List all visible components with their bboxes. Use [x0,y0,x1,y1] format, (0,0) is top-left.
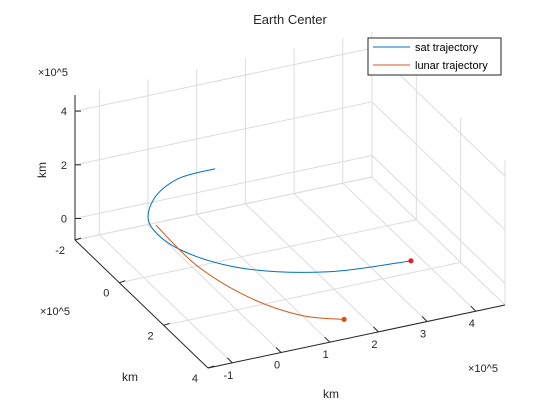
y-axis-line [74,239,209,369]
z-tick-label: 4 [61,106,67,118]
y-exponent-label: ×10^5 [40,306,70,318]
x-tick-mark [373,326,379,333]
y-tick-label: -2 [55,245,65,257]
sat-end-marker [408,258,414,264]
x-axis-label: km [323,387,339,401]
y-tick-mark [74,237,82,241]
legend: sat trajectory lunar trajectory [367,37,502,76]
series-layer [147,168,414,322]
y-tick-label: 2 [148,330,154,342]
y-tick-mark [119,280,126,284]
y-tick-mark [163,322,170,326]
legend-entry-sat: sat trajectory [415,42,478,54]
grid-layer [74,32,506,369]
x-tick-mark [275,347,282,353]
x-tick-label: 3 [420,329,426,341]
x-tick-label: -1 [223,370,233,382]
grid-line [74,155,373,220]
y-axis-label: km [122,370,138,384]
z-tick-label: 2 [61,160,67,172]
x-tick-mark [421,316,428,322]
x-tick-label: 4 [469,318,475,330]
legend-box [367,37,502,76]
y-tick-label: 0 [103,288,109,300]
x-tick-label: 0 [274,360,280,372]
chart-title: Earth Center [253,12,327,27]
grid-line [196,213,331,343]
axis-layer [74,95,506,369]
grid-line [74,101,373,166]
x-tick-label: 2 [371,339,377,351]
grid-line [342,182,477,312]
grid-edge [74,176,373,241]
x-tick-mark [470,305,477,312]
y-tick-label: 4 [192,373,198,385]
grid-line [98,234,233,364]
y-tick-mark [207,365,215,369]
grid-line [163,261,461,326]
z-axis-label: km [35,162,49,178]
legend-entry-lunar: lunar trajectory [415,60,488,72]
grid-line [371,155,506,284]
grid-line [245,203,379,333]
tick-layer: 0 2 4 -2 0 2 4 -1 0 1 2 3 4 [55,106,475,385]
x-tick-label: 1 [323,349,329,361]
grid-line [147,224,282,353]
grid-line [119,219,417,284]
grid-line [293,193,428,322]
grid-edge [371,176,506,306]
lunar-end-marker [341,316,347,322]
x-tick-mark [226,357,233,364]
sat-trajectory-line [147,168,411,273]
x-tick-mark [324,336,331,343]
z-exponent-label: ×10^5 [38,67,68,79]
x-axis-line [207,304,506,369]
grid-line [371,101,506,231]
lunar-trajectory-line [155,224,345,320]
z-tick-label: 0 [61,214,67,226]
grid-line [74,47,373,112]
x-exponent-label: ×10^5 [468,363,498,375]
